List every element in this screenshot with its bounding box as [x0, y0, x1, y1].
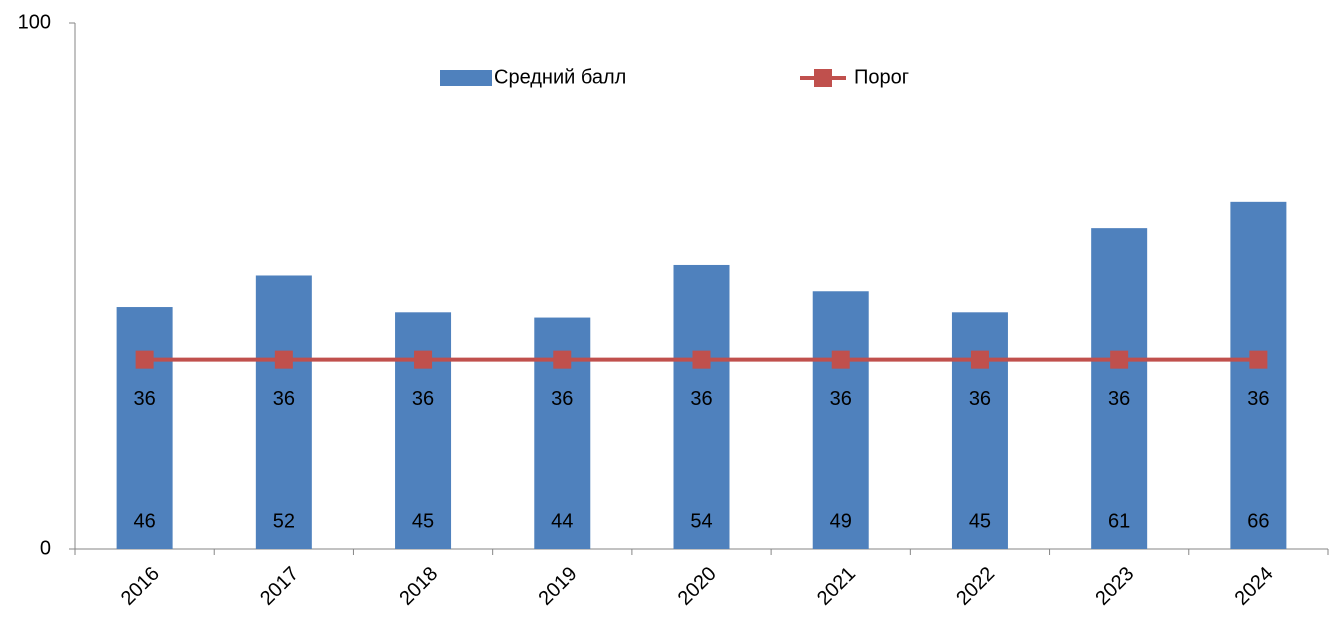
bar-value-label: 52	[273, 510, 295, 532]
line-value-label: 36	[830, 388, 852, 410]
line-value-label: 36	[273, 388, 295, 410]
line-marker	[831, 350, 850, 369]
line-marker	[692, 350, 711, 369]
x-tick-label: 2024	[1231, 563, 1278, 610]
line-marker	[414, 350, 433, 369]
line-value-label: 36	[690, 388, 712, 410]
x-tick-label: 2016	[117, 563, 164, 610]
x-tick-label: 2018	[395, 563, 442, 610]
y-tick-label: 0	[40, 537, 51, 559]
bar-value-label: 61	[1108, 510, 1130, 532]
bar	[1230, 201, 1287, 549]
line-marker	[970, 350, 989, 369]
line-marker	[1110, 350, 1129, 369]
bar	[116, 307, 173, 549]
legend-label: Средний балл	[494, 66, 626, 88]
bar	[1091, 228, 1148, 549]
y-tick-label: 100	[18, 11, 51, 33]
x-tick-label: 2023	[1091, 563, 1138, 610]
line-value-label: 36	[1108, 388, 1130, 410]
x-tick-label: 2019	[535, 563, 582, 610]
x-tick-label: 2017	[256, 563, 303, 610]
bar-value-label: 66	[1247, 510, 1269, 532]
line-value-label: 36	[551, 388, 573, 410]
x-tick-label: 2022	[952, 563, 999, 610]
x-tick-label: 2020	[674, 563, 721, 610]
line-marker	[135, 350, 154, 369]
legend-label: Порог	[854, 66, 909, 88]
line-value-label: 36	[969, 388, 991, 410]
line-value-label: 36	[412, 388, 434, 410]
legend-swatch	[440, 70, 492, 86]
bar-value-label: 49	[830, 510, 852, 532]
line-marker	[1249, 350, 1268, 369]
bar	[255, 275, 312, 549]
line-marker	[553, 350, 572, 369]
bar-value-label: 44	[551, 510, 573, 532]
bar-value-label: 54	[690, 510, 712, 532]
bar-value-label: 45	[412, 510, 434, 532]
legend-swatch	[814, 69, 832, 87]
line-value-label: 36	[1247, 388, 1269, 410]
bar-value-label: 45	[969, 510, 991, 532]
bar	[673, 264, 730, 549]
x-tick-label: 2021	[813, 563, 860, 610]
bar-value-label: 46	[133, 510, 155, 532]
line-marker	[274, 350, 293, 369]
line-value-label: 36	[133, 388, 155, 410]
bar	[812, 291, 869, 549]
